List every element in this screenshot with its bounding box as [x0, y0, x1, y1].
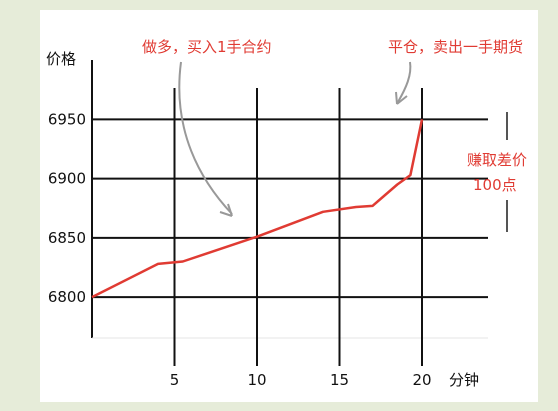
y-tick-label: 6850 [48, 229, 86, 247]
profit-annotation-line2: 100点 [473, 176, 517, 194]
series-line [91, 119, 424, 299]
profit-annotation-line1: 赚取差价 [467, 151, 527, 169]
x-tick-label: 10 [247, 371, 266, 389]
y-tick-label: 6900 [48, 170, 86, 188]
x-axis-title: 分钟 [449, 371, 479, 389]
y-tick-label: 6950 [48, 110, 86, 128]
buy-annotation: 做多，买入1手合约 [142, 38, 272, 56]
buy-arrow [178, 61, 233, 215]
x-tick-label: 20 [412, 371, 431, 389]
buy-arrowhead [219, 203, 233, 217]
y-axis-title: 价格 [46, 50, 76, 68]
y-tick-label: 6800 [48, 288, 86, 306]
sell-arrowhead [395, 91, 408, 105]
sell-arrow [397, 61, 412, 103]
sell-annotation: 平仓，卖出一手期货 [388, 38, 523, 56]
chart-panel [40, 10, 538, 402]
x-tick-label: 5 [170, 371, 180, 389]
x-tick-label: 15 [330, 371, 349, 389]
